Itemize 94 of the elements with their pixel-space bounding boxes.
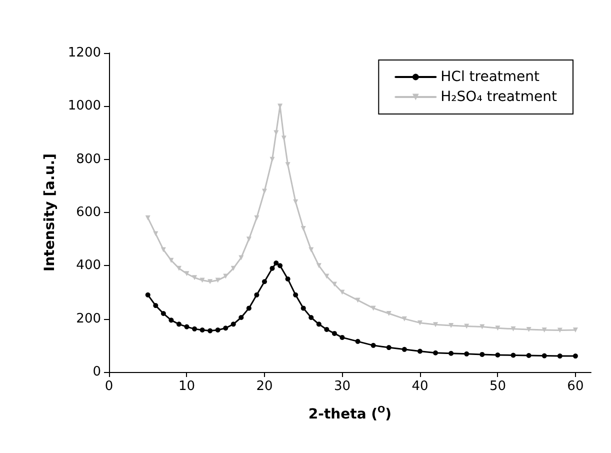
y-tick-label: 200 [76, 311, 101, 326]
legend-label: H₂SO₄ treatment [440, 89, 558, 105]
point [526, 353, 532, 358]
point [215, 278, 220, 283]
point [557, 328, 562, 333]
point [168, 258, 174, 263]
point [145, 292, 150, 298]
point [293, 199, 298, 204]
y-tick-label: 600 [76, 205, 101, 220]
point [324, 274, 330, 279]
point [308, 247, 314, 252]
point [316, 322, 322, 327]
point [480, 352, 485, 357]
point [448, 350, 454, 356]
point [238, 255, 244, 260]
point [510, 352, 516, 358]
point [215, 328, 220, 332]
point [160, 311, 166, 316]
point [246, 306, 252, 311]
point [293, 292, 298, 298]
point [402, 316, 407, 322]
x-tick-label: 60 [567, 379, 584, 394]
point [230, 266, 236, 271]
point [495, 326, 500, 331]
point [168, 318, 174, 323]
point [464, 324, 470, 329]
y-tick-label: 1200 [68, 46, 101, 60]
point [526, 326, 532, 332]
point [270, 266, 275, 271]
point [324, 326, 330, 332]
point [254, 292, 260, 298]
point [332, 330, 337, 336]
point [316, 263, 322, 268]
point [153, 231, 158, 236]
point [200, 328, 205, 332]
point [308, 315, 314, 320]
point [223, 326, 228, 331]
point [285, 276, 290, 282]
point [262, 188, 267, 194]
point [145, 215, 150, 220]
point [184, 271, 190, 276]
point [386, 311, 392, 316]
point [246, 236, 252, 242]
point [386, 345, 392, 350]
y-tick-label: 0 [92, 364, 101, 380]
point [340, 334, 345, 340]
point [572, 354, 578, 359]
point [402, 346, 407, 352]
point [370, 342, 376, 348]
x-tick-label: 30 [334, 379, 350, 394]
point [192, 275, 198, 280]
point [153, 303, 158, 308]
point [417, 320, 422, 326]
y-tick-label: 800 [76, 152, 101, 167]
point [270, 156, 275, 162]
point [370, 306, 376, 311]
x-tick-label: 20 [256, 379, 273, 394]
point [230, 322, 236, 327]
point [176, 322, 182, 327]
x-tick-label: 0 [104, 379, 114, 394]
point [557, 354, 562, 359]
point [417, 348, 422, 354]
point [542, 328, 547, 332]
point [262, 279, 267, 284]
point [510, 326, 516, 332]
point [542, 353, 547, 358]
point [480, 324, 485, 330]
point [572, 328, 578, 332]
point [433, 350, 438, 356]
point [208, 328, 213, 334]
x-tick-label: 50 [489, 379, 506, 394]
point [355, 298, 360, 303]
point [300, 306, 306, 311]
legend-label: HCl treatment [440, 69, 540, 85]
point [192, 326, 198, 332]
point [448, 322, 454, 328]
point [208, 279, 213, 284]
x-tick-label: 10 [178, 379, 196, 394]
y-axis-title: Intensity [a.u.] [42, 153, 58, 272]
y-tick-label: 400 [76, 258, 101, 274]
point [278, 263, 283, 268]
point [300, 226, 306, 231]
point [160, 247, 166, 252]
point [200, 278, 205, 283]
y-tick-label: 1000 [68, 98, 101, 114]
point [433, 322, 438, 328]
point [254, 215, 260, 220]
point [464, 351, 470, 356]
point [238, 315, 244, 320]
point [274, 260, 279, 266]
point [355, 338, 360, 344]
point [495, 352, 500, 358]
x-tick-label: 40 [412, 379, 428, 394]
point [184, 324, 190, 330]
